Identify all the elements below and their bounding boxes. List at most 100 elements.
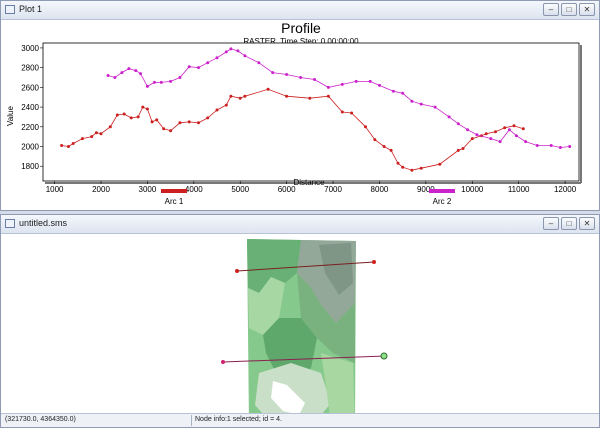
y-tick-label: 2000 [21,143,39,152]
data-point [410,99,414,103]
data-point [470,137,474,141]
data-point [257,61,261,65]
data-point [215,108,219,112]
data-point [512,124,516,128]
legend-arc1-label: Arc 1 [165,197,184,206]
data-point [127,67,131,71]
x-tick-label: 5000 [231,185,249,194]
plot-window-titlebar[interactable]: Plot 1 – □ ✕ [1,1,599,20]
data-point [145,84,149,88]
data-point [90,135,94,139]
x-tick-label: 8000 [371,185,389,194]
data-point [521,127,525,131]
data-point [243,94,247,98]
data-point [141,105,145,109]
map-canvas[interactable] [1,233,599,414]
data-point [67,145,70,148]
legend-arc2-swatch [429,189,455,193]
plot-window-icon [5,5,15,14]
data-point [229,47,233,51]
x-tick-label: 6000 [278,185,296,194]
close-button[interactable]: ✕ [579,3,595,16]
data-point [438,162,442,166]
selected-node[interactable] [380,352,388,360]
chart-subtitle: RASTER, Time Step: 0 00:00:00 [243,37,359,46]
x-tick-label: 2000 [92,185,110,194]
map-window-titlebar[interactable]: untitled.sms – □ ✕ [1,215,599,234]
arc-2-start-node[interactable] [221,360,225,364]
data-point [178,121,182,125]
data-point [549,144,553,147]
plot-area [42,42,580,182]
data-point [197,66,200,70]
data-point [122,112,126,116]
x-tick-label: 1000 [46,185,64,194]
data-point [373,138,377,142]
data-point [206,116,210,120]
map-window-icon [5,219,15,228]
x-tick-label: 11000 [508,185,530,194]
arc-1-start-node[interactable] [235,269,239,273]
data-point [308,96,312,100]
data-point [243,54,247,58]
data-point [475,133,479,137]
data-point [60,144,64,147]
x-axis-label: Distance [293,178,325,187]
data-point [368,79,372,83]
data-point [113,76,117,79]
data-point [354,79,358,83]
data-point [313,78,316,81]
arc-2[interactable] [221,352,388,364]
data-point [187,65,191,69]
y-tick-label: 2600 [21,83,39,92]
data-point [224,50,228,54]
data-point [159,80,163,84]
map-window-title: untitled.sms [19,218,68,228]
data-point [299,76,303,79]
arc-1-end-node[interactable] [372,260,376,264]
data-point [419,166,423,170]
data-point [224,103,228,107]
data-point [524,140,528,144]
data-point [364,125,367,129]
data-point [340,110,344,114]
x-tick-label: 4000 [185,185,203,194]
data-point [484,132,488,136]
data-point [396,161,400,165]
data-point [266,87,270,91]
data-point [326,94,330,98]
arc-1[interactable] [235,260,376,273]
maximize-button[interactable]: □ [561,3,577,16]
y-tick-label: 3000 [21,44,39,53]
minimize-button[interactable]: – [543,217,559,230]
maximize-button[interactable]: □ [561,217,577,230]
x-tick-label: 9000 [417,185,435,194]
data-point [271,71,275,75]
data-point [456,122,460,126]
status-coordinates: (321730.0, 4364350.0) [5,416,76,423]
y-tick-label: 1800 [21,162,39,171]
data-point [80,137,84,141]
data-point [447,115,451,119]
minimize-button[interactable]: – [543,3,559,16]
data-point [489,137,493,141]
data-point [206,61,210,65]
series-1 [60,87,525,172]
legend: Arc 1 Arc 2 [161,189,455,206]
data-point [120,71,124,75]
y-tick-label: 2800 [21,64,39,73]
data-point [178,76,182,79]
data-point [187,120,191,124]
profile-chart: Profile RASTER, Time Step: 0 00:00:00 10… [6,20,582,206]
plot-window: Plot 1 – □ ✕ Profile RASTER, Time Step: … [0,0,600,211]
data-point [410,168,414,172]
data-point [401,165,405,169]
data-point [197,121,200,125]
data-point [139,72,142,76]
legend-arc1-swatch [161,189,187,193]
map-window: untitled.sms – □ ✕ [0,214,600,428]
data-point [238,96,242,100]
close-button[interactable]: ✕ [579,217,595,230]
data-point [419,102,423,106]
x-tick-label: 3000 [139,185,157,194]
